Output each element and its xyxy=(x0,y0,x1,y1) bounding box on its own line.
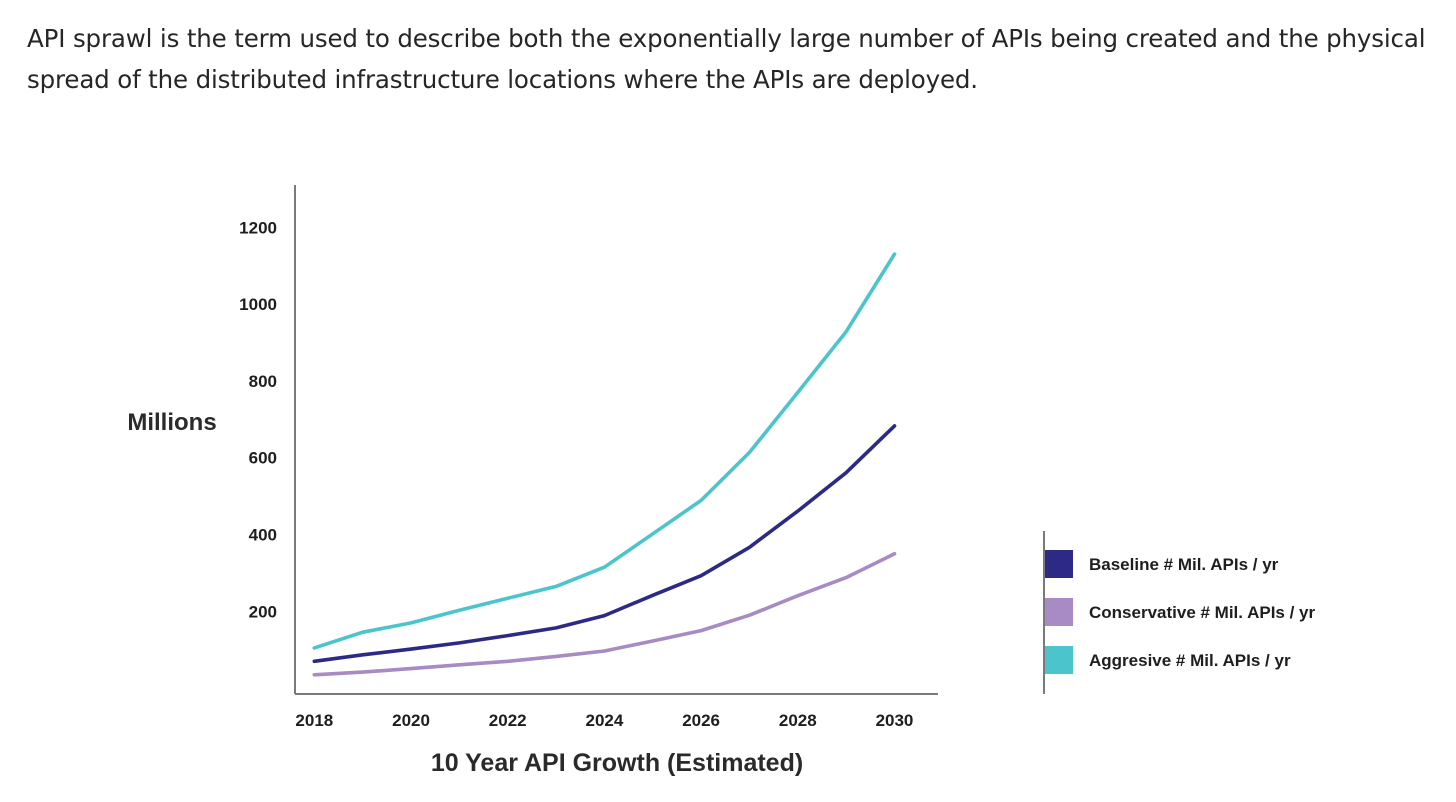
series-line-baseline xyxy=(312,424,897,664)
series-line-aggressive xyxy=(312,252,897,650)
legend-label-baseline: Baseline # Mil. APIs / yr xyxy=(1089,555,1279,574)
chart-series xyxy=(312,252,897,677)
series-line-conservative xyxy=(312,551,897,677)
chart-title: 10 Year API Growth (Estimated) xyxy=(431,749,803,777)
y-tick-label: 1200 xyxy=(239,218,277,237)
x-tick-label: 2026 xyxy=(682,711,720,730)
x-tick-label: 2028 xyxy=(779,711,817,730)
x-tick-label: 2022 xyxy=(489,711,527,730)
x-axis-ticks: 2018 2020 2022 2024 2026 2028 2030 xyxy=(295,711,913,730)
intro-paragraph: API sprawl is the term used to describe … xyxy=(27,24,1426,94)
y-tick-label: 800 xyxy=(249,372,277,391)
chart-axes xyxy=(294,185,938,695)
x-tick-label: 2020 xyxy=(392,711,430,730)
legend-swatch-aggressive xyxy=(1045,646,1073,674)
legend-label-conservative: Conservative # Mil. APIs / yr xyxy=(1089,603,1316,622)
x-tick-label: 2024 xyxy=(585,711,623,730)
y-axis-label: Millions xyxy=(127,409,216,436)
legend-label-aggressive: Aggresive # Mil. APIs / yr xyxy=(1089,651,1291,670)
x-tick-label: 2030 xyxy=(876,711,914,730)
y-tick-label: 400 xyxy=(249,526,277,545)
y-tick-label: 600 xyxy=(249,449,277,468)
x-tick-label: 2018 xyxy=(295,711,333,730)
y-axis-ticks: 200 400 600 800 1000 1200 xyxy=(239,218,277,621)
legend-swatch-conservative xyxy=(1045,598,1073,626)
legend-swatch-baseline xyxy=(1045,550,1073,578)
chart-legend: Baseline # Mil. APIs / yr Conservative # … xyxy=(1043,531,1316,694)
y-tick-label: 200 xyxy=(249,602,277,621)
y-tick-label: 1000 xyxy=(239,295,277,314)
